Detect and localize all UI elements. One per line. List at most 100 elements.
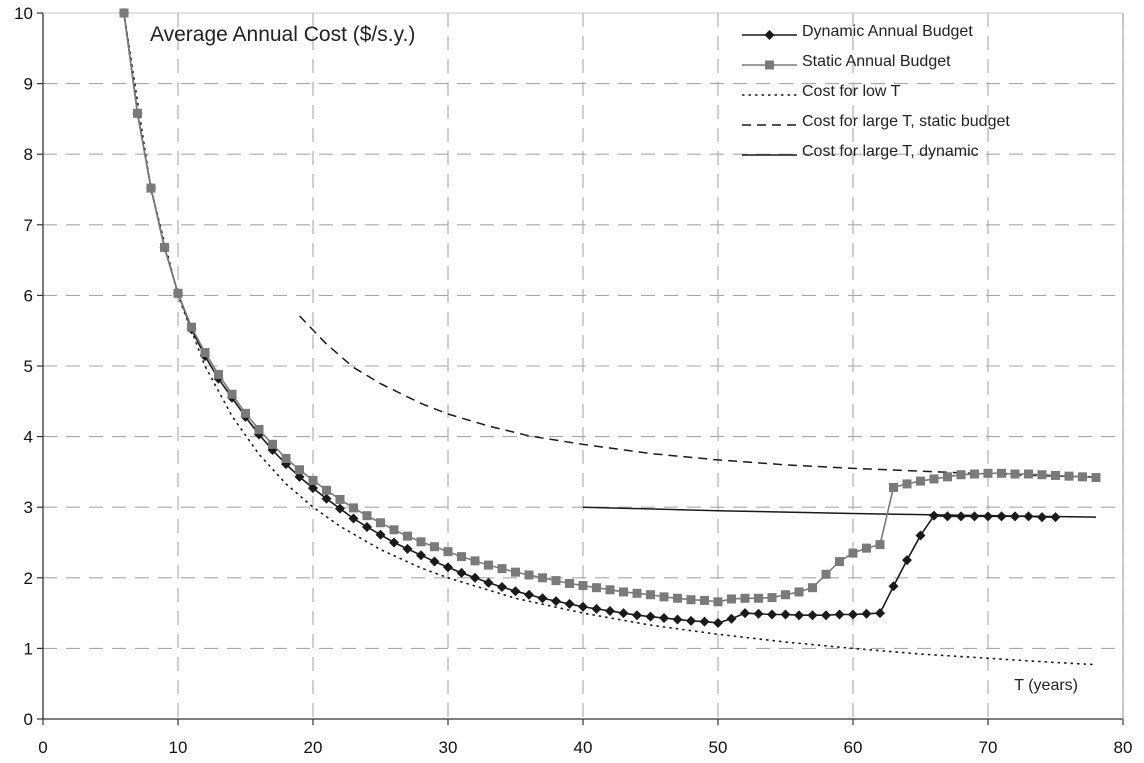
legend-label: Cost for large T, dynamic <box>802 143 979 160</box>
data-point-dynamic <box>321 493 332 504</box>
series-line-dynamic-annual-budget <box>123 12 1056 624</box>
data-point-static <box>538 573 547 583</box>
data-point-static <box>511 567 520 577</box>
data-point-dynamic <box>497 581 507 592</box>
data-point-dynamic <box>807 610 818 621</box>
data-point-static <box>1010 469 1020 479</box>
data-point-dynamic <box>632 610 642 621</box>
series-line-cost-for-low-t <box>123 12 1097 666</box>
data-point-dynamic <box>510 586 521 597</box>
data-point-static <box>362 511 372 521</box>
data-point-static <box>605 585 615 595</box>
y-tick-label: 9 <box>24 75 33 94</box>
y-tick-labels: 0 1 2 3 4 5 6 7 8 9 10 <box>14 4 33 729</box>
series-line-cost-for-large-t-static-budget <box>298 315 1097 478</box>
data-point-dynamic <box>348 513 359 524</box>
data-point-dynamic <box>659 613 669 624</box>
y-tick-label: 5 <box>24 357 33 376</box>
legend-label: Dynamic Annual Budget <box>802 23 973 40</box>
data-point-dynamic <box>740 608 750 619</box>
data-point-dynamic <box>1037 512 1047 523</box>
data-point-static <box>160 242 169 252</box>
data-point-static <box>281 453 291 463</box>
data-point-static <box>848 548 858 558</box>
y-tick-label: 7 <box>24 216 33 235</box>
legend-label: Cost for low T <box>802 83 901 100</box>
y-tick-label: 10 <box>14 4 33 23</box>
data-point-dynamic <box>308 483 318 494</box>
y-tick-label: 3 <box>24 498 33 517</box>
data-point-dynamic <box>605 605 615 616</box>
data-point-dynamic <box>443 562 453 573</box>
data-point-dynamic <box>564 598 575 609</box>
data-point-static <box>592 583 601 593</box>
data-point-static <box>700 595 709 605</box>
data-point-static <box>1064 471 1074 481</box>
data-point-dynamic <box>551 596 561 607</box>
data-point-dynamic <box>915 530 926 541</box>
data-point-static <box>335 494 345 504</box>
data-point-dynamic <box>416 550 426 561</box>
data-point-static <box>565 578 574 588</box>
data-point-dynamic <box>780 609 791 620</box>
data-point-dynamic <box>713 617 723 628</box>
data-point-static <box>929 474 939 484</box>
x-tick-labels: 0 10 20 30 40 50 60 70 80 <box>38 738 1132 757</box>
data-point-dynamic <box>956 511 966 522</box>
data-point-dynamic <box>699 616 710 627</box>
data-point-dynamic <box>375 529 386 540</box>
data-point-static <box>119 8 129 18</box>
data-point-dynamic <box>294 471 305 482</box>
data-point-dynamic <box>983 511 993 522</box>
data-point-dynamic <box>389 537 399 548</box>
data-point-static <box>578 581 588 591</box>
data-point-static <box>1051 470 1060 480</box>
data-point-dynamic <box>996 511 1007 522</box>
data-point-static <box>767 593 777 603</box>
legend: Dynamic Annual Budget Static Annual Budge… <box>742 23 1010 160</box>
y-tick-label: 6 <box>24 286 33 305</box>
legend-marker-square <box>765 60 774 70</box>
data-point-dynamic <box>753 608 764 619</box>
data-point-static <box>254 425 264 435</box>
data-point-static <box>187 322 196 332</box>
chart-title: Average Annual Cost ($/s.y.) <box>150 23 415 46</box>
y-tick-label: 8 <box>24 145 33 164</box>
data-point-dynamic <box>686 615 696 626</box>
data-point-static <box>1091 473 1101 483</box>
data-point-static <box>646 590 655 600</box>
data-point-static <box>430 542 439 552</box>
data-point-dynamic <box>335 503 345 514</box>
data-point-static <box>794 587 804 597</box>
data-point-dynamic <box>848 609 858 620</box>
x-tick-label: 20 <box>304 738 323 757</box>
data-point-static <box>497 564 507 574</box>
data-point-static <box>443 547 453 557</box>
y-tick-label: 2 <box>24 569 33 588</box>
data-point-dynamic <box>794 610 804 621</box>
data-point-static <box>389 525 399 535</box>
series-layer <box>119 8 1101 666</box>
data-point-static <box>983 468 993 478</box>
data-point-static <box>268 439 277 449</box>
data-point-static <box>740 593 750 603</box>
data-point-static <box>781 590 790 600</box>
data-point-static <box>470 556 480 566</box>
data-point-dynamic <box>942 511 953 522</box>
data-point-dynamic <box>1010 511 1020 522</box>
data-point-dynamic <box>929 510 939 521</box>
legend-label: Static Annual Budget <box>802 53 951 70</box>
data-point-dynamic <box>578 601 588 612</box>
data-point-static <box>713 597 723 607</box>
legend-label: Cost for large T, static budget <box>802 113 1010 130</box>
data-point-static <box>956 470 966 480</box>
data-point-static <box>835 557 844 567</box>
data-point-dynamic <box>591 603 602 614</box>
data-point-static <box>902 479 912 489</box>
y-tick-label: 1 <box>24 639 33 658</box>
legend-marker-diamond <box>764 30 775 40</box>
axes <box>37 12 1124 725</box>
data-point-static <box>133 108 142 118</box>
data-point-static <box>403 531 412 541</box>
